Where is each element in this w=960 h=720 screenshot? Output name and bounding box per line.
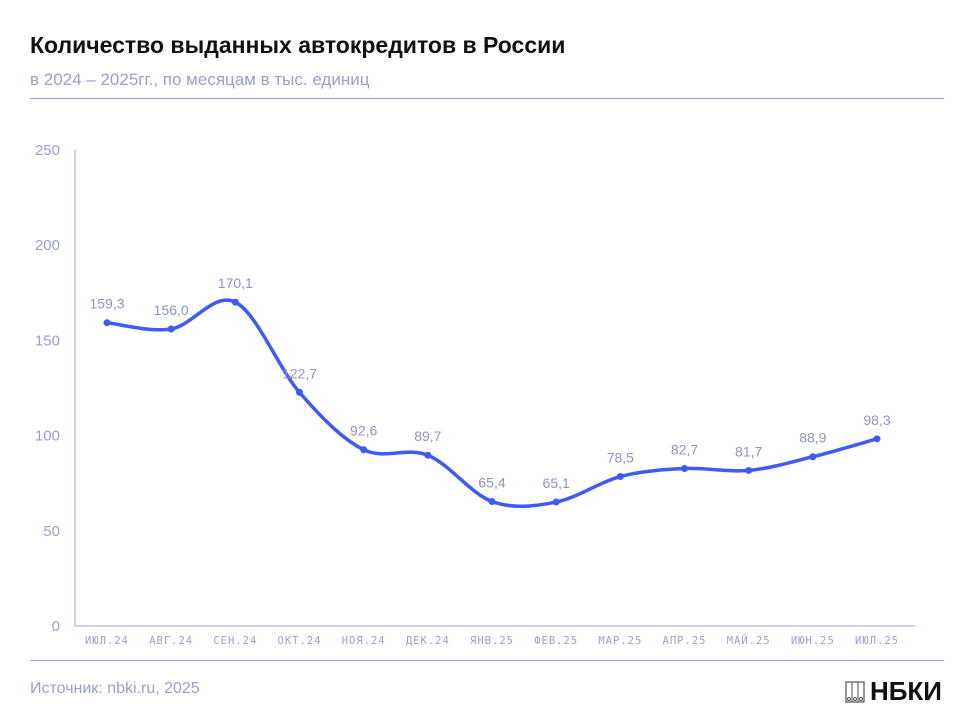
data-point — [167, 325, 175, 333]
data-label: 65,1 — [543, 475, 570, 491]
y-tick-label: 150 — [35, 332, 60, 349]
chart-subtitle: в 2024 – 2025гг., по месяцам в тыс. един… — [30, 70, 370, 89]
data-label: 92,6 — [350, 423, 377, 439]
y-tick-label: 50 — [43, 523, 60, 540]
data-label: 159,3 — [89, 296, 124, 312]
logo-text: НБКИ — [869, 676, 942, 706]
x-tick-label: ИЮН.25 — [791, 635, 835, 647]
header-divider — [30, 98, 944, 99]
data-label: 82,7 — [671, 442, 698, 458]
data-point — [809, 453, 817, 461]
y-tick-label: 250 — [35, 142, 60, 159]
x-tick-label: ОКТ.24 — [278, 635, 322, 647]
data-label: 122,7 — [282, 365, 317, 381]
x-tick-label: ЯНВ.25 — [470, 635, 514, 647]
footer-divider — [30, 660, 944, 661]
y-tick-label: 200 — [35, 237, 60, 254]
data-point — [873, 435, 881, 443]
x-tick-label: ИЮЛ.24 — [85, 635, 129, 647]
chart-title: Количество выданных автокредитов в Росси… — [30, 32, 566, 58]
logo-icon — [845, 680, 865, 703]
x-tick-label: АВГ.24 — [149, 635, 193, 647]
data-point — [424, 451, 432, 459]
data-label: 89,7 — [414, 428, 441, 444]
data-label: 88,9 — [799, 430, 826, 446]
source-text: Источник: nbki.ru, 2025 — [30, 680, 200, 697]
data-label: 156,0 — [154, 302, 189, 318]
data-point — [231, 298, 239, 306]
data-point — [745, 466, 753, 474]
data-label: 78,5 — [607, 450, 634, 466]
data-label: 65,4 — [478, 474, 505, 490]
x-tick-label: СЕН.24 — [213, 635, 257, 647]
data-point — [103, 319, 111, 327]
x-tick-label: ФЕВ.25 — [534, 635, 578, 647]
data-point — [296, 388, 303, 396]
data-point — [681, 465, 688, 473]
y-tick-label: 0 — [52, 618, 60, 635]
nbki-logo: НБКИ — [845, 676, 942, 707]
x-tick-label: МАР.25 — [598, 635, 642, 647]
x-tick-label: МАЙ.25 — [727, 634, 771, 647]
x-tick-label: ДЕК.24 — [406, 635, 450, 647]
data-point — [360, 446, 368, 454]
data-label: 81,7 — [735, 443, 762, 459]
data-label: 170,1 — [218, 275, 253, 291]
data-point — [616, 473, 624, 481]
data-label: 98,3 — [863, 412, 890, 428]
x-tick-label: НОЯ.24 — [342, 635, 386, 647]
y-tick-label: 100 — [35, 428, 60, 445]
data-point — [488, 497, 496, 505]
x-tick-label: АПР.25 — [663, 635, 707, 647]
x-tick-label: ИЮЛ.25 — [855, 635, 899, 647]
data-point — [552, 498, 560, 506]
